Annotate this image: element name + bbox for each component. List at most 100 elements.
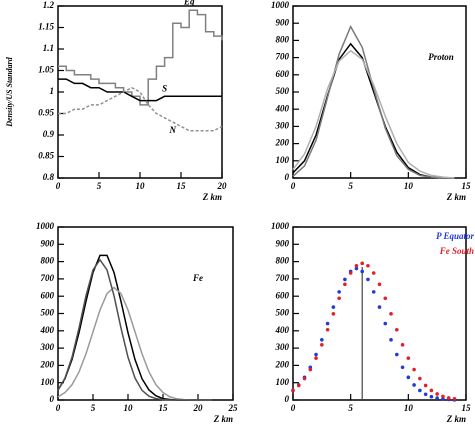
y-tick-label: 1.2 [43, 0, 55, 10]
scatter-point [320, 343, 324, 347]
y-tick-label: 400 [275, 325, 290, 335]
scatter-point [406, 356, 411, 360]
x-tick-label: 10 [136, 181, 146, 191]
x-tick-label: 10 [404, 181, 414, 191]
scatter-point [429, 394, 434, 399]
scatter-point [412, 383, 416, 387]
scatter-point [308, 367, 313, 372]
series-line [57, 258, 212, 401]
series-line [292, 42, 455, 179]
y-tick-label: 200 [40, 359, 55, 369]
x-tick-label: 5 [97, 181, 102, 191]
scatter-point [302, 376, 307, 381]
scatter-point [331, 312, 336, 316]
y-tick-label: 1000 [271, 0, 290, 10]
scatter-point [452, 396, 457, 401]
plot-frame [57, 226, 234, 401]
x-tick-label: 20 [217, 181, 228, 191]
series-line [292, 24, 455, 179]
scatter-point [441, 394, 445, 399]
y-tick-label: 500 [276, 86, 290, 96]
y-tick-label: 1.05 [38, 65, 54, 75]
y-tick-label: 1 [50, 86, 55, 96]
x-tick-label: 0 [56, 181, 61, 191]
scatter-point [360, 269, 365, 274]
scatter-point [435, 392, 439, 396]
y-tick-label: 200 [275, 138, 290, 148]
scatter-point [325, 321, 330, 326]
x-tick-label: 15 [462, 181, 472, 191]
y-tick-label: 800 [276, 256, 290, 266]
x-tick-label: 15 [159, 403, 169, 413]
series-line [57, 286, 212, 401]
y-tick-label: 0 [285, 172, 290, 182]
y-tick-label: 600 [41, 290, 55, 300]
y-tick-label: 0.9 [43, 129, 55, 139]
y-tick-label: 0 [285, 394, 290, 404]
y-tick-label: 500 [276, 308, 290, 318]
scatter-point [377, 305, 382, 309]
y-tick-label: 600 [276, 69, 290, 79]
scatter-point [348, 271, 353, 275]
scatter-point [377, 282, 382, 287]
x-tick-label: 5 [91, 403, 96, 413]
series-label: Eq [183, 0, 195, 6]
scatter-point [412, 367, 416, 372]
legend-entry: Fe South [439, 246, 474, 256]
y-tick-label: 300 [275, 120, 290, 130]
plot-frame [292, 5, 467, 179]
scatter-point [435, 396, 439, 400]
scatter-point [366, 277, 370, 282]
y-tick-label: 500 [41, 308, 55, 318]
panel-title: Proton [428, 52, 454, 62]
y-tick-label: 100 [41, 377, 55, 387]
y-tick-label: 800 [41, 256, 55, 266]
y-tick-label: 1.1 [43, 43, 54, 53]
x-tick-label: 15 [177, 181, 187, 191]
y-tick-label: 1000 [36, 221, 55, 231]
scatter-point [395, 327, 399, 332]
y-tick-label: 900 [276, 238, 290, 248]
scatter-point [441, 397, 445, 401]
y-tick-label: 100 [276, 155, 290, 165]
scatter-point [423, 392, 428, 397]
y-axis-label: Density/US Standard [5, 56, 14, 128]
y-tick-label: 1.15 [38, 22, 54, 32]
x-axis-label: Z km [446, 192, 466, 202]
scatter-point [389, 337, 393, 342]
scatter-point [389, 312, 393, 316]
series-label: N [169, 125, 177, 135]
scatter-point [406, 375, 411, 380]
scatter-point [383, 296, 388, 301]
scatter-point [446, 396, 451, 400]
y-tick-label: 600 [276, 290, 290, 300]
x-tick-label: 0 [56, 403, 61, 413]
series-line [58, 78, 222, 102]
scatter-point [371, 271, 376, 275]
y-tick-label: 400 [275, 103, 290, 113]
scatter-point [395, 352, 399, 357]
scatter-point [314, 352, 318, 357]
y-tick-label: 0.85 [38, 151, 54, 161]
series-line [58, 9, 223, 106]
y-tick-label: 700 [276, 273, 290, 283]
x-tick-label: 10 [404, 403, 414, 413]
y-tick-label: 1000 [271, 221, 290, 231]
y-tick-label: 200 [275, 359, 290, 369]
series-line [58, 86, 223, 132]
x-tick-label: 25 [228, 403, 239, 413]
scatter-point [418, 376, 422, 381]
scatter-point [331, 305, 336, 309]
y-tick-label: 0 [50, 394, 55, 404]
y-tick-label: 700 [276, 52, 290, 62]
scatter-point [400, 343, 405, 347]
scatter-point [383, 321, 388, 326]
scatter-point [325, 327, 330, 332]
series-line [292, 49, 455, 179]
x-tick-label: 0 [291, 403, 296, 413]
scatter-point [296, 383, 301, 388]
x-tick-label: 5 [348, 403, 353, 413]
y-tick-label: 100 [276, 377, 290, 387]
scatter-point [354, 263, 359, 268]
x-tick-label: 15 [462, 403, 472, 413]
